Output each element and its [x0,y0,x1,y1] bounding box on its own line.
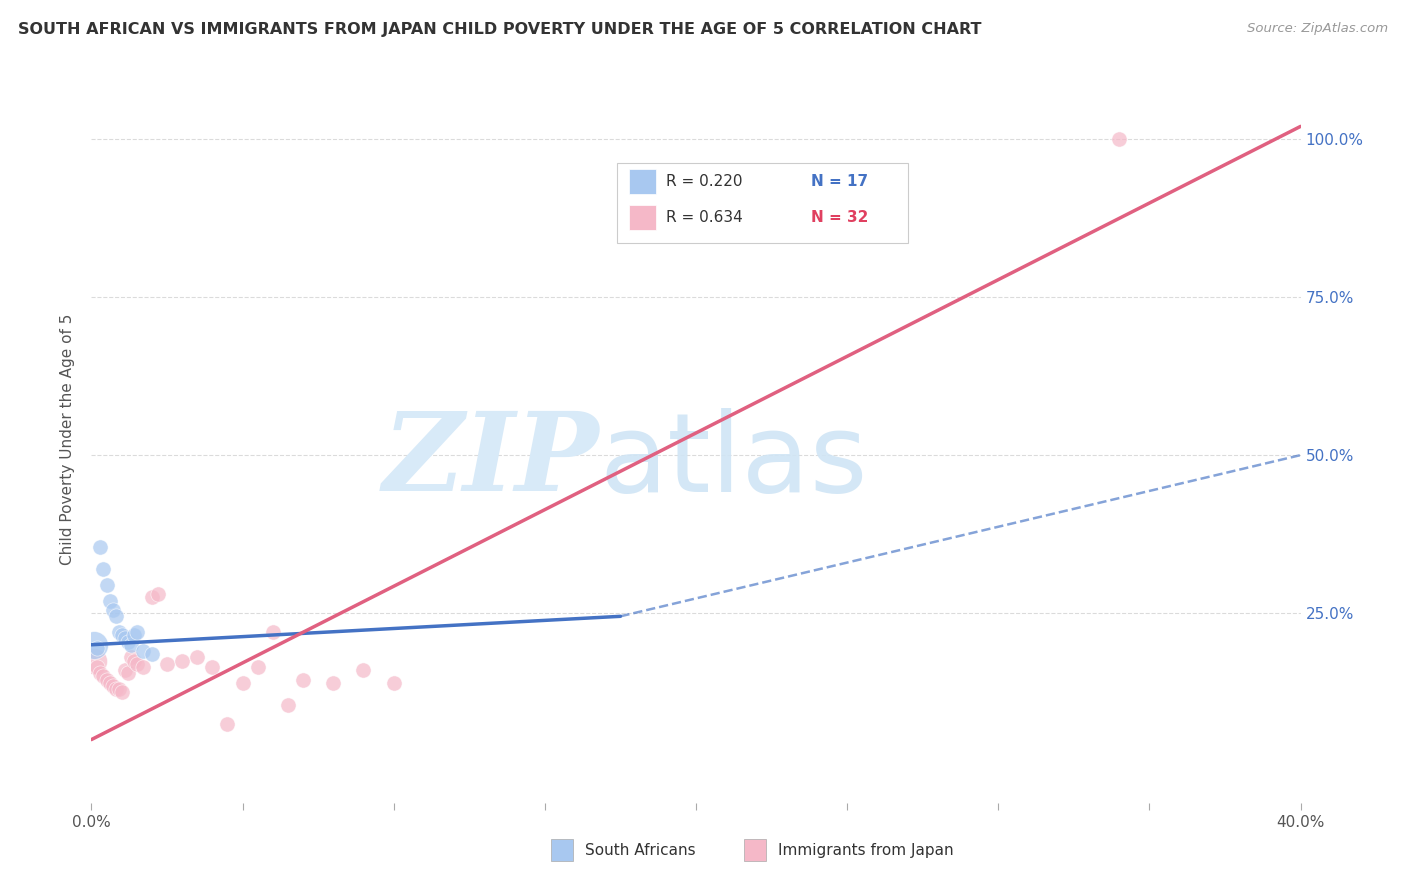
FancyBboxPatch shape [617,163,908,243]
Point [217,716,239,731]
Point [352,663,374,677]
Point [246,660,269,674]
Point [125,625,148,640]
Point [156,657,179,671]
Point [89,666,111,681]
Text: N = 17: N = 17 [811,174,868,189]
Point [83,638,105,652]
Point [132,660,155,674]
Point [1108,132,1130,146]
Point [186,650,208,665]
Bar [630,205,657,230]
Point [104,609,127,624]
Point [107,681,129,696]
Text: R = 0.220: R = 0.220 [665,174,742,189]
Text: R = 0.634: R = 0.634 [665,211,742,225]
Point [93,669,115,683]
Point [111,628,132,642]
Point [117,666,139,681]
Point [101,679,124,693]
Text: atlas: atlas [599,408,868,515]
Y-axis label: Child Poverty Under the Age of 5: Child Poverty Under the Age of 5 [60,314,76,565]
Point [277,698,299,712]
Point [114,632,136,646]
Point [104,681,127,696]
Point [146,587,169,601]
Text: SOUTH AFRICAN VS IMMIGRANTS FROM JAPAN CHILD POVERTY UNDER THE AGE OF 5 CORRELAT: SOUTH AFRICAN VS IMMIGRANTS FROM JAPAN C… [18,22,981,37]
Text: N = 32: N = 32 [811,211,869,225]
Point [120,638,142,652]
Point [83,654,105,668]
Point [89,540,111,554]
Point [322,675,344,690]
Point [96,673,118,687]
Point [98,675,121,690]
Point [262,625,284,640]
Point [125,657,148,671]
Point [292,673,315,687]
Point [96,578,118,592]
Point [201,660,224,674]
Text: Immigrants from Japan: Immigrants from Japan [778,843,953,857]
Point [86,640,108,655]
Point [93,562,115,576]
Point [141,591,163,605]
Point [122,628,145,642]
Point [141,647,163,661]
Bar [551,839,572,861]
Bar [630,169,657,194]
Point [117,634,139,648]
Point [122,654,145,668]
Point [98,593,121,607]
Point [107,625,129,640]
Point [114,663,136,677]
Point [86,660,108,674]
Text: Source: ZipAtlas.com: Source: ZipAtlas.com [1247,22,1388,36]
Text: ZIP: ZIP [382,408,599,515]
Point [231,675,253,690]
Text: South Africans: South Africans [585,843,696,857]
Point [120,650,142,665]
Point [172,654,194,668]
Point [111,685,132,699]
Point [382,675,405,690]
Point [132,644,155,658]
Bar [744,839,766,861]
Point [101,603,124,617]
